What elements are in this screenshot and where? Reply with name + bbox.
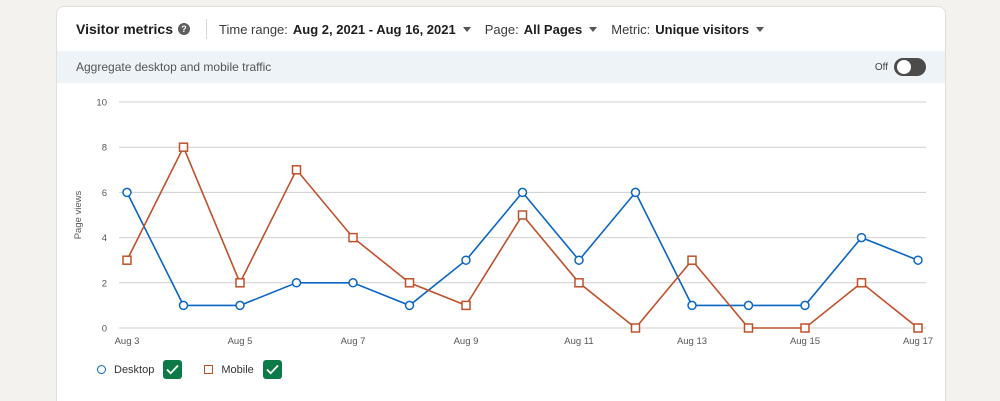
data-point-mobile	[348, 232, 358, 243]
toggle-state-label: Off	[874, 61, 888, 73]
legend-item-mobile[interactable]: Mobile	[204, 360, 282, 379]
data-point-desktop	[574, 255, 584, 265]
x-tick-label: Aug 15	[790, 336, 820, 347]
data-point-desktop	[122, 187, 132, 198]
data-point-mobile	[178, 142, 189, 152]
checkmark-icon	[166, 364, 180, 375]
data-point-desktop	[743, 300, 754, 311]
data-point-desktop	[291, 278, 302, 288]
square-marker-icon	[204, 365, 214, 374]
header-divider	[206, 19, 208, 39]
page-label: Page:	[484, 21, 519, 37]
caret-down-icon	[589, 26, 598, 32]
toggle-knob	[897, 60, 911, 74]
data-point-desktop	[630, 187, 641, 198]
page-dropdown[interactable]: Page: All Pages	[485, 22, 598, 37]
data-point-mobile	[800, 323, 810, 333]
metric-dropdown[interactable]: Metric: Unique visitors	[611, 21, 765, 37]
y-tick-label: 10	[96, 98, 107, 109]
card-header: Visitor metrics ? Time range: Aug 2, 202…	[57, 7, 945, 51]
data-point-desktop	[178, 300, 189, 311]
card-title: Visitor metrics	[76, 21, 174, 37]
data-point-mobile	[122, 255, 132, 265]
data-point-desktop	[348, 278, 358, 288]
question-circle-icon[interactable]: ?	[178, 23, 191, 35]
data-point-mobile	[687, 255, 697, 265]
data-point-mobile	[743, 323, 754, 333]
data-point-desktop	[687, 300, 697, 311]
data-point-desktop	[461, 255, 471, 265]
data-point-desktop	[517, 187, 528, 198]
data-point-mobile	[574, 278, 584, 288]
x-tick-label: Aug 5	[228, 336, 253, 347]
data-point-mobile	[630, 323, 641, 333]
y-tick-label: 6	[102, 188, 107, 199]
data-point-desktop	[404, 300, 415, 311]
data-point-mobile	[461, 300, 471, 311]
data-point-mobile	[517, 210, 528, 220]
x-tick-label: Aug 17	[903, 336, 933, 347]
legend-label-mobile: Mobile	[221, 363, 254, 376]
x-tick-label: Aug 7	[341, 336, 366, 347]
checkbox-mobile[interactable]	[262, 360, 282, 379]
time-range-label: Time range:	[219, 21, 288, 37]
circle-marker-icon	[97, 365, 106, 374]
legend-label-desktop: Desktop	[114, 363, 155, 376]
aggregate-label: Aggregate desktop and mobile traffic	[76, 60, 272, 74]
caret-down-icon	[462, 26, 471, 32]
data-point-mobile	[235, 278, 245, 288]
y-tick-label: 2	[102, 278, 107, 289]
data-point-mobile	[404, 278, 415, 288]
y-tick-label: 4	[102, 233, 107, 244]
data-point-desktop	[235, 300, 245, 311]
data-point-mobile	[856, 278, 867, 288]
x-tick-label: Aug 3	[115, 336, 140, 347]
y-tick-label: 0	[102, 324, 107, 335]
checkbox-desktop[interactable]	[163, 360, 183, 379]
x-tick-label: Aug 13	[677, 336, 707, 347]
y-tick-label: 8	[102, 143, 107, 154]
series-line-desktop	[126, 190, 919, 307]
data-point-mobile	[291, 165, 302, 175]
aggregate-bar: Aggregate desktop and mobile traffic Off	[57, 51, 945, 83]
aggregate-toggle-group: Off	[875, 58, 926, 76]
legend-item-desktop[interactable]: Desktop	[97, 360, 183, 379]
line-chart: 0 2 4 6 8 10 Page views Aug 3 Aug 5 Aug 7 Aug 9 Aug…	[73, 98, 933, 348]
data-point-desktop	[800, 300, 810, 311]
data-point-mobile	[913, 323, 923, 333]
time-range-dropdown[interactable]: Time range: Aug 2, 2021 - Aug 16, 2021	[219, 22, 471, 37]
aggregate-toggle[interactable]	[894, 58, 926, 76]
data-point-desktop	[856, 232, 867, 243]
visitor-metrics-card: Visitor metrics ? Time range: Aug 2, 202…	[56, 6, 946, 401]
checkmark-icon	[266, 364, 279, 375]
x-tick-label: Aug 11	[564, 336, 593, 347]
time-range-value: Aug 2, 2021 - Aug 16, 2021	[292, 21, 456, 37]
y-axis-label: Page views	[73, 190, 84, 239]
caret-down-icon	[756, 26, 765, 32]
x-tick-label: Aug 9	[454, 336, 479, 347]
metric-value: Unique visitors	[655, 21, 750, 37]
chart-legend: Desktop Mobile	[97, 360, 304, 379]
data-point-desktop	[913, 255, 923, 265]
page-value: All Pages	[523, 21, 583, 37]
metric-label: Metric:	[611, 21, 651, 37]
